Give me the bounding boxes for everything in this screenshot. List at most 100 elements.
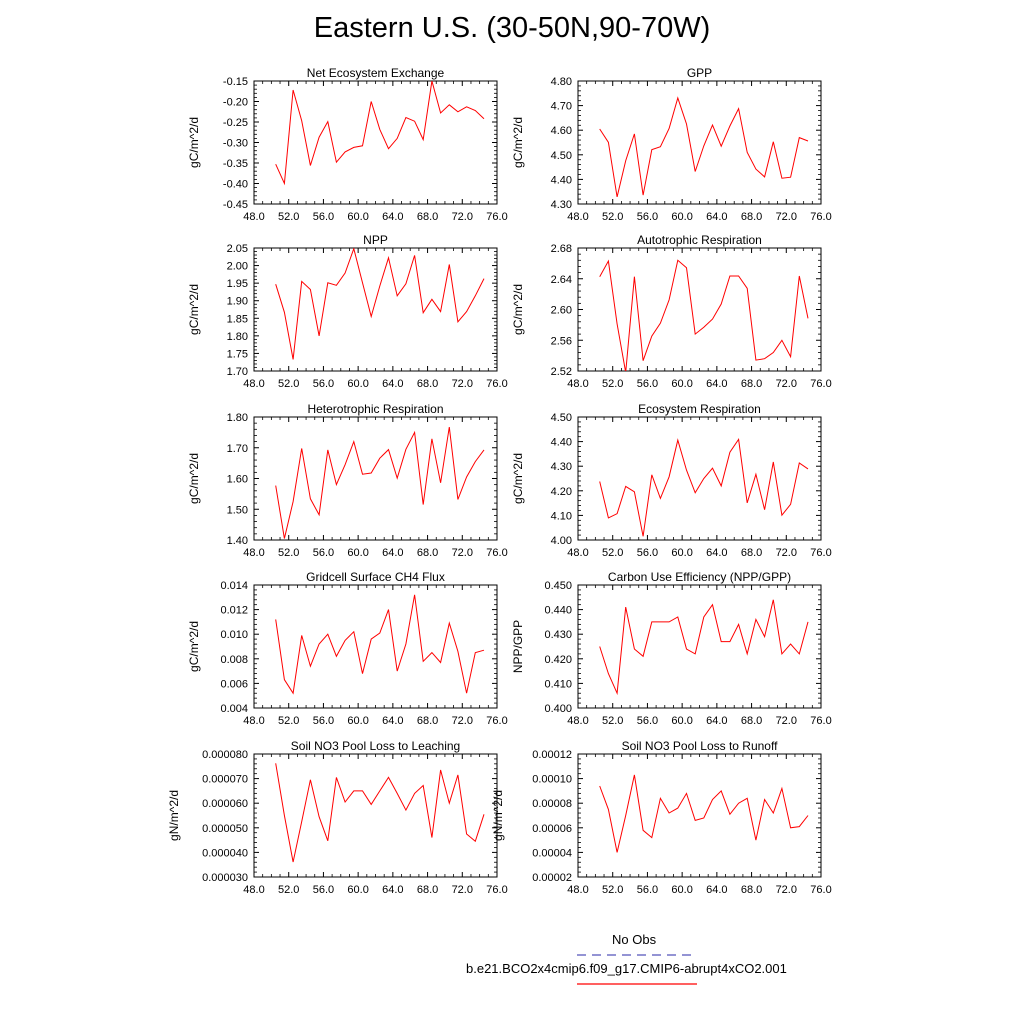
x-tick-label: 56.0 <box>637 211 658 223</box>
y-axis-label: gC/m^2/d <box>511 117 525 168</box>
y-tick-label: 4.70 <box>551 101 572 113</box>
x-tick-label: 72.0 <box>452 715 473 727</box>
plot-frame <box>577 247 822 372</box>
y-tick-label: 0.00012 <box>532 749 572 761</box>
x-tick-label: 72.0 <box>452 378 473 390</box>
x-tick-label: 48.0 <box>243 547 264 559</box>
x-tick-label: 76.0 <box>810 547 831 559</box>
x-tick-label: 56.0 <box>637 715 658 727</box>
y-tick-label: 0.006 <box>220 678 248 690</box>
chart-title: Soil NO3 Pool Loss to Runoff <box>622 739 779 753</box>
x-tick-label: 68.0 <box>417 547 438 559</box>
x-tick-label: 52.0 <box>602 378 623 390</box>
x-tick-label: 48.0 <box>567 211 588 223</box>
y-tick-label: 2.52 <box>551 366 572 378</box>
x-tick-label: 72.0 <box>776 715 797 727</box>
y-tick-label: 2.60 <box>551 305 572 317</box>
chart-panel: Autotrophic Respiration gC/m^2/d 48.0 52.0 5… <box>511 233 832 390</box>
y-tick-label: 1.40 <box>227 535 248 547</box>
chart-panel: Net Ecosystem Exchange gC/m^2/d 48.0 52.0 56… <box>187 66 508 223</box>
y-tick-label: 4.60 <box>551 125 572 137</box>
x-tick-label: 60.0 <box>347 378 368 390</box>
x-tick-label: 64.0 <box>382 378 403 390</box>
series-line <box>599 774 809 853</box>
y-tick-label: 0.440 <box>544 605 572 617</box>
x-tick-label: 60.0 <box>347 211 368 223</box>
x-tick-label: 48.0 <box>243 715 264 727</box>
x-tick-label: 68.0 <box>417 378 438 390</box>
x-tick-label: 76.0 <box>810 378 831 390</box>
x-tick-label: 76.0 <box>810 884 831 896</box>
series-line <box>275 763 485 863</box>
x-tick-label: 76.0 <box>810 715 831 727</box>
chart-title: Ecosystem Respiration <box>638 402 761 416</box>
x-tick-label: 68.0 <box>417 211 438 223</box>
x-tick-label: 64.0 <box>706 547 727 559</box>
x-tick-label: 76.0 <box>486 715 507 727</box>
x-tick-label: 56.0 <box>313 378 334 390</box>
y-axis-label: gC/m^2/d <box>187 117 201 168</box>
series-line <box>599 259 809 371</box>
chart-title: NPP <box>363 233 388 247</box>
y-tick-label: 0.000040 <box>202 847 248 859</box>
chart-panel: Soil NO3 Pool Loss to Runoff gN/m^2/d 48.0… <box>491 739 832 896</box>
x-tick-label: 68.0 <box>741 211 762 223</box>
x-tick-label: 64.0 <box>706 715 727 727</box>
y-tick-label: 0.010 <box>220 629 248 641</box>
x-tick-label: 64.0 <box>706 884 727 896</box>
x-tick-label: 68.0 <box>741 378 762 390</box>
x-tick-label: 48.0 <box>567 378 588 390</box>
y-tick-label: 0.450 <box>544 580 572 592</box>
y-tick-label: 1.60 <box>227 474 248 486</box>
x-tick-label: 60.0 <box>671 547 692 559</box>
y-axis-label: gC/m^2/d <box>187 621 201 672</box>
x-tick-label: 76.0 <box>486 547 507 559</box>
x-tick-label: 72.0 <box>776 211 797 223</box>
y-tick-label: 0.000050 <box>202 823 248 835</box>
chart-panel: Carbon Use Efficiency (NPP/GPP) NPP/GPP 48… <box>511 570 832 727</box>
chart-title: Soil NO3 Pool Loss to Leaching <box>291 739 460 753</box>
x-tick-label: 68.0 <box>417 715 438 727</box>
x-tick-label: 72.0 <box>452 547 473 559</box>
y-tick-label: 4.40 <box>551 174 572 186</box>
x-tick-label: 56.0 <box>637 378 658 390</box>
chart-title: Autotrophic Respiration <box>637 233 762 247</box>
x-tick-label: 56.0 <box>637 547 658 559</box>
y-tick-label: 1.80 <box>227 412 248 424</box>
y-tick-label: 1.70 <box>227 443 248 455</box>
y-tick-label: 0.00010 <box>532 774 572 786</box>
y-tick-label: 2.05 <box>227 243 248 255</box>
y-tick-label: 1.50 <box>227 504 248 516</box>
y-tick-label: 0.004 <box>220 703 248 715</box>
x-tick-label: 48.0 <box>243 211 264 223</box>
y-tick-label: -0.45 <box>223 199 248 211</box>
y-tick-label: 0.00006 <box>532 823 572 835</box>
x-tick-label: 52.0 <box>278 884 299 896</box>
y-axis-label: gC/m^2/d <box>187 284 201 335</box>
x-tick-label: 64.0 <box>382 547 403 559</box>
chart-panel: Soil NO3 Pool Loss to Leaching gN/m^2/d 48… <box>167 739 508 896</box>
y-tick-label: 1.70 <box>227 366 248 378</box>
y-axis-label: gC/m^2/d <box>187 453 201 504</box>
y-tick-label: 1.80 <box>227 331 248 343</box>
y-tick-label: 4.30 <box>551 461 572 473</box>
y-tick-label: 0.400 <box>544 703 572 715</box>
y-tick-label: -0.40 <box>223 179 248 191</box>
x-tick-label: 72.0 <box>776 378 797 390</box>
plot-frame <box>577 416 822 541</box>
y-tick-label: 4.20 <box>551 486 572 498</box>
x-tick-label: 48.0 <box>243 884 264 896</box>
y-tick-label: 1.95 <box>227 278 248 290</box>
x-tick-label: 60.0 <box>347 884 368 896</box>
chart-panel: NPP gC/m^2/d 48.0 52.0 56.0 60.0 64.0 68.0 72.0 7… <box>187 233 508 390</box>
x-tick-label: 52.0 <box>278 211 299 223</box>
y-tick-label: -0.15 <box>223 76 248 88</box>
y-tick-label: 0.000060 <box>202 798 248 810</box>
y-tick-label: 1.75 <box>227 348 248 360</box>
x-tick-label: 76.0 <box>486 884 507 896</box>
x-tick-label: 60.0 <box>671 378 692 390</box>
x-tick-label: 64.0 <box>382 211 403 223</box>
x-tick-label: 60.0 <box>671 884 692 896</box>
x-tick-label: 52.0 <box>602 211 623 223</box>
